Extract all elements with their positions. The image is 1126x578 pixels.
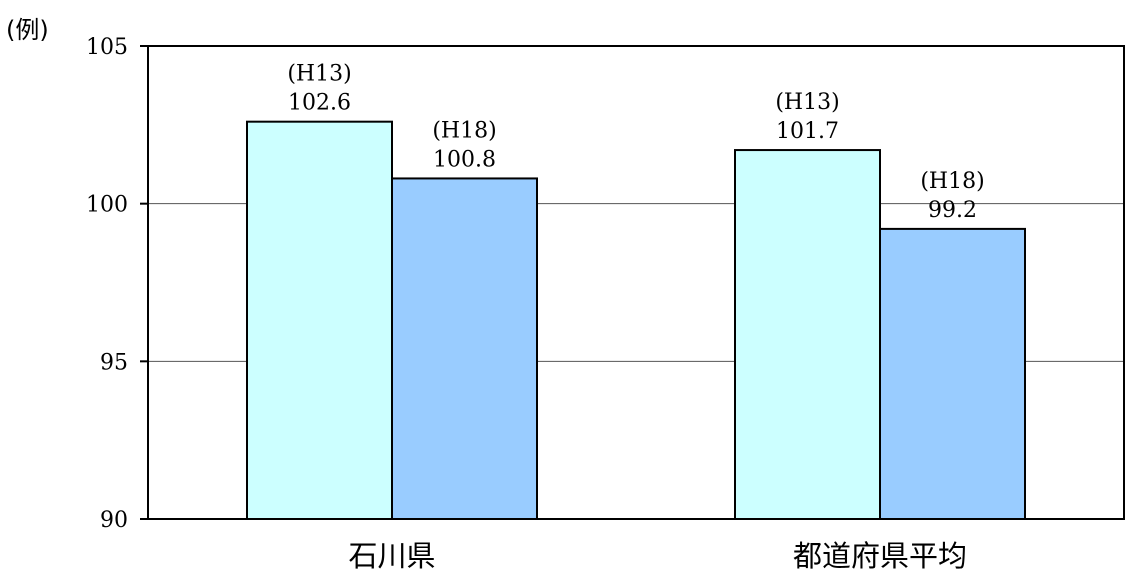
- bar-value-label-0-0: 102.6: [288, 91, 351, 116]
- bar-value-label-1-1: 99.2: [928, 198, 977, 223]
- bars: [246, 120, 1026, 521]
- bar-period-label-0-0: (H13): [287, 62, 351, 87]
- y-tick-label-105: 105: [86, 35, 128, 60]
- bar-0-0: [246, 120, 393, 521]
- x-axis-categories: 石川県 都道府県平均: [348, 539, 967, 573]
- x-category-label-1: 都道府県平均: [793, 539, 967, 573]
- plot-area-frame: [147, 45, 1125, 520]
- bar-period-label-1-0: (H13): [775, 90, 839, 115]
- bar-1-0: [734, 149, 881, 520]
- data-labels: (H13) 102.6 (H18) 100.8 (H13) 101.7 (H18) 99.2: [287, 62, 984, 223]
- y-tick-label-95: 95: [100, 350, 128, 375]
- y-tick-label-90: 90: [100, 508, 128, 533]
- y-axis-ticks: 90 95 100 105: [86, 35, 148, 533]
- bar-value-label-0-1: 100.8: [433, 147, 496, 172]
- y-axis-unit-label: (例): [6, 16, 49, 44]
- bar-0-1: [391, 177, 538, 520]
- bar-period-label-1-1: (H18): [920, 169, 984, 194]
- bar-1-1: [879, 227, 1026, 520]
- x-category-label-0: 石川県: [348, 539, 435, 573]
- bar-value-label-1-0: 101.7: [776, 119, 839, 144]
- bar-period-label-0-1: (H18): [432, 118, 496, 143]
- y-tick-label-100: 100: [86, 193, 128, 218]
